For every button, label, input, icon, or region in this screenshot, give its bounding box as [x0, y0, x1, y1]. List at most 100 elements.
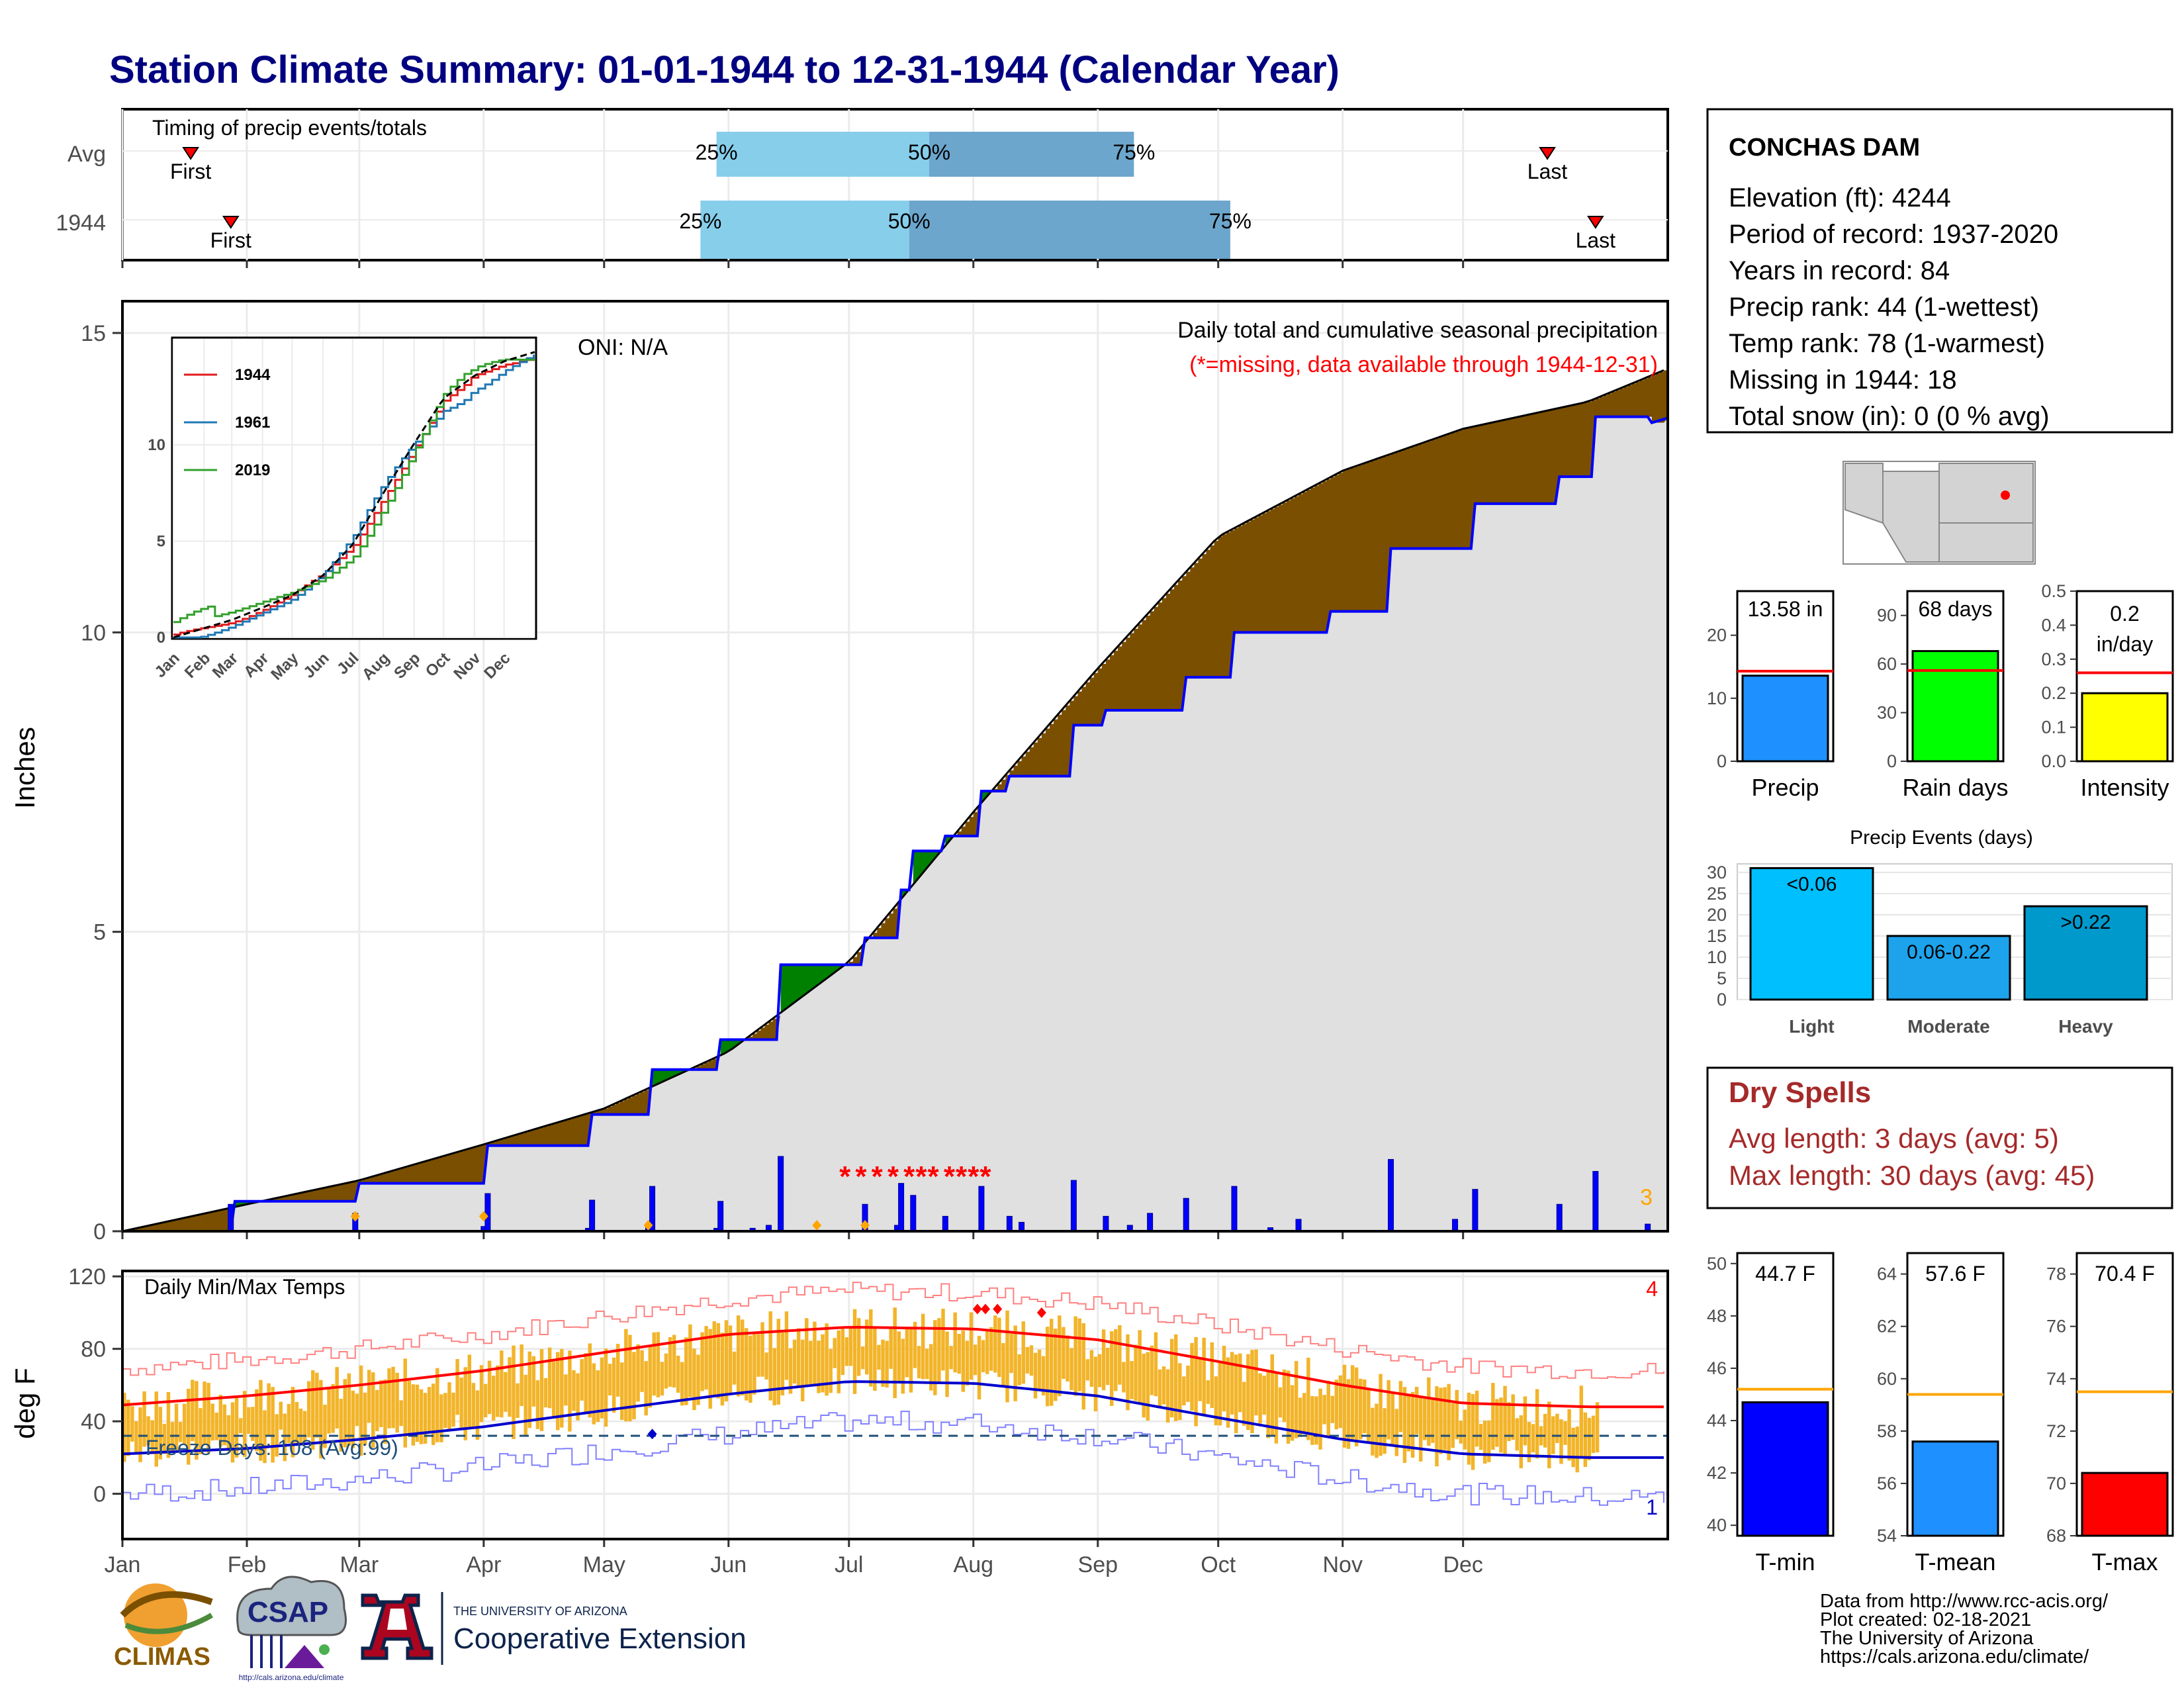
deficit-band: [1097, 668, 1103, 726]
deficit-band: [1258, 515, 1263, 633]
daily-temp-bar: [1519, 1415, 1524, 1469]
deficit-band: [1523, 416, 1528, 504]
deficit-band: [214, 1211, 220, 1231]
daily-temp-bar: [1085, 1359, 1090, 1381]
deficit-band: [218, 1210, 224, 1231]
daily-temp-bar: [1013, 1325, 1017, 1401]
inset-series-line: [173, 358, 535, 624]
deficit-band: [1627, 385, 1633, 417]
daily-temp-bar: [692, 1348, 696, 1411]
daily-temp-bar: [865, 1319, 869, 1375]
daily-temp-bar: [491, 1376, 496, 1421]
daily-temp-bar: [957, 1333, 961, 1374]
summary-y-tick-label: 0.3: [2041, 649, 2066, 669]
daily-precip-bar: [1147, 1213, 1154, 1232]
deficit-band: [535, 1129, 541, 1146]
deficit-band: [1278, 504, 1283, 633]
summary-y-tick-label: 76: [2046, 1317, 2066, 1336]
daily-temp-bar: [664, 1353, 668, 1389]
avg-max-line: [122, 1326, 1664, 1409]
deficit-band: [1238, 526, 1243, 633]
deficit-band: [856, 952, 862, 965]
deficit-band: [556, 1123, 561, 1146]
daily-temp-bar: [1499, 1397, 1503, 1453]
station-line: Temp rank: 78 (1-warmest): [1729, 329, 2045, 358]
deficit-band: [427, 1160, 432, 1184]
daily-temp-bar: [1306, 1358, 1310, 1440]
deficit-band: [873, 933, 878, 938]
summary-y-tick-label: 70: [2046, 1474, 2066, 1493]
daily-temp-bar: [375, 1389, 379, 1431]
deficit-band: [1033, 742, 1038, 776]
daily-temp-bar: [1282, 1369, 1287, 1423]
deficit-band: [885, 918, 890, 938]
daily-temp-bar: [527, 1351, 532, 1429]
daily-temp-bar: [403, 1358, 408, 1448]
deficit-band: [1346, 469, 1351, 612]
daily-temp-bar: [749, 1335, 752, 1403]
daily-temp-bar: [945, 1331, 949, 1397]
summary-value-label: in/day: [2097, 632, 2153, 656]
daily-temp-bar: [809, 1340, 813, 1385]
precip-y-tick-label: 5: [93, 920, 106, 945]
deficit-band: [1122, 641, 1126, 710]
first-marker: [222, 216, 240, 229]
snow-marker: [860, 1219, 870, 1231]
deficit-band: [1350, 467, 1355, 612]
daily-temp-bar: [1467, 1392, 1471, 1465]
summary-bar: [1741, 1401, 1829, 1537]
daily-temp-bar: [953, 1312, 957, 1373]
events-bar: [1886, 935, 2011, 1001]
daily-temp-bar: [415, 1384, 420, 1442]
daily-temp-bar: [632, 1352, 636, 1420]
deficit-band: [1142, 620, 1147, 710]
timing-pct-label: 75%: [1113, 140, 1155, 164]
deficit-band: [363, 1179, 368, 1184]
daily-temp-bar: [856, 1318, 861, 1376]
deficit-band: [539, 1127, 545, 1146]
summary-panel-label: T-min: [1756, 1548, 1815, 1575]
daily-temp-bar: [214, 1413, 218, 1440]
deficit-band: [1286, 500, 1291, 633]
daily-temp-bar: [1254, 1349, 1258, 1416]
deficit-band: [1230, 530, 1235, 678]
daily-temp-bar: [756, 1334, 760, 1377]
deficit-band: [500, 1139, 504, 1146]
deficit-band: [447, 1154, 452, 1184]
deficit-band: [752, 1033, 757, 1040]
deficit-band: [1154, 606, 1159, 710]
dry-spells-box: Dry Spells Avg length: 3 days (avg: 5) M…: [1706, 1066, 2173, 1209]
daily-temp-bar: [1398, 1381, 1403, 1432]
daily-temp-bar: [1246, 1354, 1250, 1430]
deficit-band: [1608, 393, 1612, 417]
deficit-band: [1651, 375, 1657, 423]
deficit-band: [387, 1172, 392, 1184]
events-y-tick-label: 5: [1717, 968, 1727, 988]
daily-temp-bar: [1475, 1390, 1479, 1447]
daily-temp-bar: [989, 1327, 993, 1371]
daily-temp-bar: [644, 1361, 648, 1416]
ua-small-text: THE UNIVERSITY OF ARIZONA: [453, 1605, 627, 1618]
daily-temp-bar: [640, 1350, 644, 1392]
deficit-band: [1535, 413, 1540, 504]
month-tick-label: Jan: [105, 1552, 141, 1577]
daily-temp-bar: [459, 1378, 463, 1429]
daily-temp-bar: [479, 1365, 484, 1423]
daily-temp-bar: [1005, 1310, 1009, 1403]
dry-spells-max: Max length: 30 days (avg: 45): [1729, 1160, 2095, 1191]
daily-temp-bar: [146, 1416, 150, 1446]
deficit-band: [343, 1184, 348, 1201]
deficit-band: [1326, 479, 1332, 633]
daily-temp-bar: [419, 1389, 424, 1444]
daily-temp-bar: [1198, 1358, 1202, 1401]
deficit-band: [496, 1141, 500, 1146]
deficit-band: [527, 1131, 533, 1146]
daily-temp-bar: [439, 1394, 443, 1442]
deficit-band: [1017, 761, 1023, 776]
surplus-band: [809, 964, 813, 992]
deficit-band: [568, 1119, 572, 1146]
deficit-band: [315, 1190, 320, 1201]
deficit-band: [275, 1198, 280, 1201]
deficit-band: [1414, 445, 1420, 549]
deficit-band: [154, 1224, 159, 1231]
